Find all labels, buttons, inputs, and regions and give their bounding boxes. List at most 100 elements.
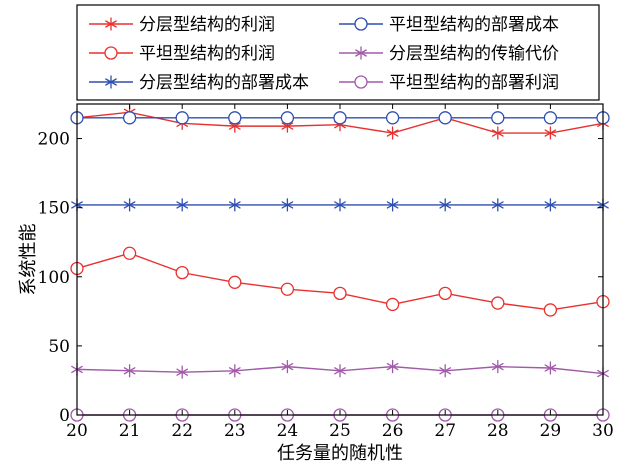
circle-marker bbox=[175, 265, 189, 280]
asterisk-marker bbox=[386, 198, 399, 212]
data-point bbox=[543, 111, 558, 125]
series-2 bbox=[70, 246, 610, 317]
circle-marker bbox=[491, 111, 505, 125]
asterisk-stroke bbox=[334, 201, 346, 209]
asterisk-stroke bbox=[355, 49, 367, 57]
data-point bbox=[228, 111, 242, 125]
data-point bbox=[176, 365, 189, 379]
x-tick-label: 30 bbox=[592, 421, 614, 441]
circle-marker bbox=[354, 17, 368, 31]
data-point bbox=[175, 265, 189, 280]
legend-item-2: 平坦型结构的利润 bbox=[89, 44, 275, 64]
data-point bbox=[386, 198, 399, 212]
circle-marker bbox=[122, 111, 137, 125]
asterisk-marker bbox=[334, 198, 346, 212]
x-tick-label: 29 bbox=[540, 421, 562, 441]
asterisk-stroke bbox=[439, 367, 452, 375]
asterisk-stroke bbox=[105, 78, 117, 86]
legend-item-5: 分层型结构的传输代价 bbox=[339, 44, 559, 64]
legend-label: 分层型结构的传输代价 bbox=[389, 44, 559, 64]
data-point bbox=[333, 286, 347, 301]
asterisk-marker bbox=[544, 198, 557, 212]
data-point bbox=[491, 126, 504, 140]
asterisk-stroke bbox=[228, 367, 241, 375]
legend-box bbox=[76, 4, 600, 101]
asterisk-marker bbox=[386, 126, 399, 140]
data-point bbox=[439, 364, 452, 378]
y-tick-label: 50 bbox=[48, 337, 70, 357]
asterisk-stroke bbox=[123, 201, 136, 209]
x-tick-label: 23 bbox=[224, 421, 246, 441]
asterisk-stroke bbox=[176, 201, 189, 209]
asterisk-stroke bbox=[491, 362, 504, 371]
data-point bbox=[543, 303, 558, 317]
asterisk-stroke bbox=[491, 129, 504, 137]
x-axis-label: 任务量的随机性 bbox=[277, 443, 403, 464]
data-point bbox=[544, 198, 557, 212]
data-point bbox=[123, 364, 136, 378]
asterisk-marker bbox=[439, 364, 452, 378]
data-point bbox=[491, 111, 505, 125]
asterisk-stroke bbox=[544, 364, 557, 372]
x-tick-label: 21 bbox=[119, 421, 141, 441]
asterisk-marker bbox=[491, 126, 504, 140]
circle-marker bbox=[333, 111, 347, 125]
data-point bbox=[281, 359, 294, 374]
asterisk-marker bbox=[439, 198, 452, 212]
asterisk-marker bbox=[334, 364, 346, 378]
data-point bbox=[334, 364, 346, 378]
asterisk-stroke bbox=[386, 201, 399, 209]
asterisk-stroke bbox=[334, 367, 346, 375]
data-point bbox=[280, 282, 295, 296]
asterisk-stroke bbox=[105, 20, 117, 28]
data-point bbox=[386, 126, 399, 140]
circle-marker bbox=[280, 282, 295, 296]
asterisk-stroke bbox=[281, 362, 294, 371]
data-point bbox=[491, 198, 504, 212]
series-4 bbox=[70, 111, 610, 125]
plot-area bbox=[70, 105, 610, 422]
data-point bbox=[280, 111, 295, 125]
legend-label: 分层型结构的部署成本 bbox=[139, 73, 309, 93]
data-point bbox=[122, 246, 137, 260]
circle-marker bbox=[104, 46, 118, 60]
data-point bbox=[385, 297, 400, 312]
circle-marker bbox=[228, 111, 242, 125]
x-tick-label: 24 bbox=[277, 421, 299, 441]
asterisk-stroke bbox=[176, 368, 189, 376]
circle-marker bbox=[543, 111, 558, 125]
x-tick-label: 25 bbox=[329, 421, 351, 441]
data-point bbox=[438, 286, 452, 301]
circle-marker bbox=[280, 111, 295, 125]
asterisk-stroke bbox=[228, 122, 241, 130]
data-point bbox=[175, 111, 189, 125]
circle-marker bbox=[228, 275, 242, 289]
asterisk-stroke bbox=[386, 362, 399, 371]
x-tick-label: 20 bbox=[66, 421, 88, 441]
data-point bbox=[385, 111, 400, 125]
data-point bbox=[122, 111, 137, 125]
asterisk-stroke bbox=[123, 367, 136, 375]
asterisk-marker bbox=[105, 75, 117, 89]
x-tick-label: 22 bbox=[171, 421, 193, 441]
y-tick-label: 150 bbox=[38, 199, 70, 219]
asterisk-marker bbox=[281, 198, 294, 212]
y-tick-label: 100 bbox=[38, 268, 70, 288]
data-point bbox=[544, 361, 557, 375]
data-point bbox=[281, 198, 294, 212]
legend-label: 分层型结构的利润 bbox=[139, 15, 275, 35]
asterisk-marker bbox=[355, 46, 367, 60]
asterisk-stroke bbox=[439, 201, 452, 209]
circle-marker bbox=[491, 296, 505, 310]
data-point bbox=[228, 198, 241, 212]
asterisk-stroke bbox=[281, 201, 294, 209]
data-point bbox=[333, 111, 347, 125]
asterisk-marker bbox=[123, 364, 136, 378]
series-5 bbox=[71, 359, 609, 381]
asterisk-marker bbox=[176, 365, 189, 379]
data-point bbox=[123, 198, 136, 212]
legend-label: 平坦型结构的部署成本 bbox=[389, 15, 559, 35]
circle-marker bbox=[438, 286, 452, 301]
data-point bbox=[386, 359, 399, 374]
